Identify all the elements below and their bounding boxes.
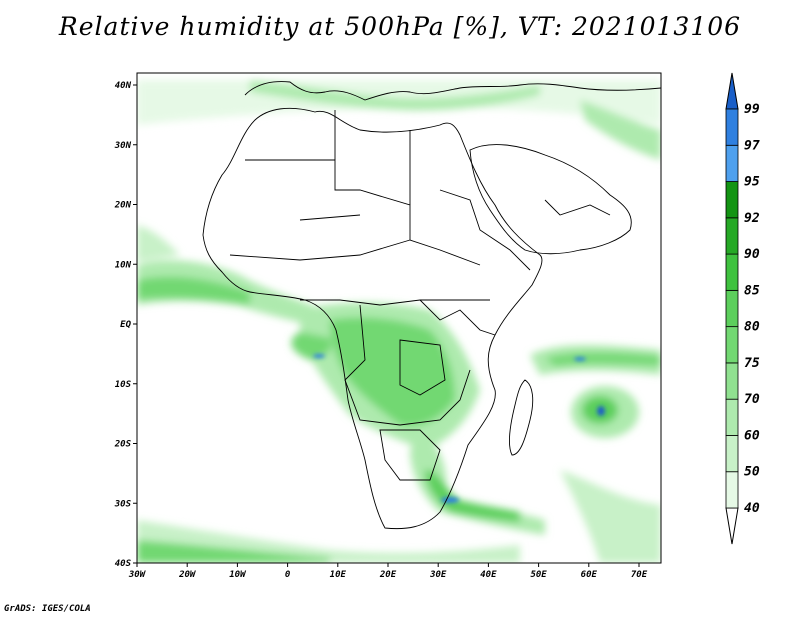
colorbar-segment: [725, 471, 739, 509]
lat-tick-label: 40N: [115, 81, 132, 91]
colorbar-level-label: 40: [744, 501, 760, 516]
latitude-axis: 40N 30N 20N 10N EQ 10S 20S 30S 40S: [114, 81, 137, 569]
colorbar-segment: [725, 108, 739, 146]
lat-tick-label: 10N: [115, 260, 132, 270]
colorbar-segment: [725, 217, 739, 255]
lon-tick-label: 20W: [178, 570, 197, 580]
longitude-axis: 30W 20W 10W 0 10E 20E 30E 40E 50E 60E 70E: [128, 563, 648, 580]
colorbar-level-label: 85: [744, 283, 760, 298]
credit-text: GrADS: IGES/COLA: [4, 604, 91, 614]
lon-tick-label: 10W: [229, 570, 247, 580]
lon-tick-label: 50E: [530, 570, 547, 580]
colorbar-level-label: 97: [744, 138, 760, 153]
lat-tick-label: EQ: [120, 320, 131, 330]
lat-tick-label: 20S: [114, 440, 132, 450]
colorbar-level-label: 70: [744, 392, 760, 407]
colorbar-segment: [725, 326, 739, 364]
humidity-field: [137, 80, 661, 563]
coastlines: [202, 81, 661, 530]
lon-tick-label: 30W: [128, 570, 147, 580]
lon-tick-label: 30E: [429, 570, 447, 580]
colorbar-segment: [725, 398, 739, 436]
colorbar-segment: [725, 181, 739, 219]
lon-tick-label: 60E: [581, 570, 598, 580]
lon-tick-label: 40E: [480, 570, 497, 580]
lat-tick-label: 30S: [114, 499, 132, 509]
colorbar-level-label: 60: [744, 428, 760, 443]
colorbar-legend: 99 97 95 92 90 85 80 75 70 60 50 40: [725, 72, 760, 545]
colorbar-segment: [725, 253, 739, 291]
lat-tick-label: 10S: [115, 380, 132, 390]
colorbar-level-label: 50: [744, 465, 760, 480]
lat-tick-label: 40S: [115, 559, 132, 569]
lon-tick-label: 10E: [330, 570, 347, 580]
colorbar-segment: [725, 289, 739, 328]
colorbar-segment: [725, 362, 739, 400]
lon-tick-label: 20E: [379, 570, 397, 580]
colorbar-level-label: 92: [744, 211, 760, 226]
colorbar-lower-arrow: [725, 507, 739, 545]
colorbar-level-label: 80: [744, 320, 760, 335]
colorbar-level-label: 99: [744, 102, 760, 117]
map-title: Relative humidity at 500hPa [%], VT: 202…: [58, 12, 742, 41]
colorbar-segment: [725, 435, 739, 473]
colorbar-upper-arrow: [725, 72, 739, 110]
colorbar-level-label: 90: [744, 247, 760, 262]
lat-tick-label: 20N: [114, 201, 132, 211]
colorbar-level-label: 75: [744, 356, 760, 371]
lon-tick-label: 70E: [631, 570, 648, 580]
lon-tick-label: 0: [285, 570, 291, 580]
lat-tick-label: 30N: [114, 141, 132, 151]
colorbar-segment: [725, 144, 739, 182]
map-frame: [136, 72, 662, 564]
colorbar-level-label: 95: [744, 175, 760, 190]
